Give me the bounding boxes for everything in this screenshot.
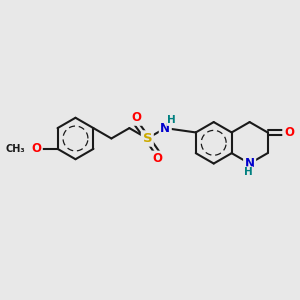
Text: H: H	[244, 167, 253, 177]
Text: H: H	[167, 115, 176, 125]
Text: CH₃: CH₃	[5, 144, 25, 154]
Text: O: O	[284, 126, 294, 139]
Text: O: O	[131, 111, 141, 124]
Text: N: N	[244, 157, 255, 170]
Text: S: S	[142, 132, 152, 145]
Text: O: O	[152, 152, 162, 165]
Text: N: N	[160, 122, 170, 135]
Text: O: O	[31, 142, 41, 155]
